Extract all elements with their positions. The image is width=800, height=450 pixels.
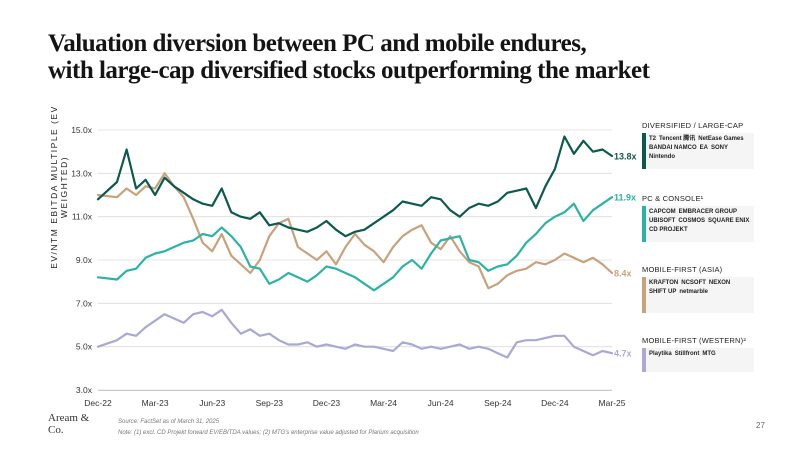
y-tick-label: 11.0x: [72, 212, 93, 222]
logo-box-diversified: T2 Tencent 腾讯 NetEase Games BANDAI NAMCO…: [642, 133, 754, 169]
logo-nexon: NEXON: [708, 280, 731, 286]
x-tick-label: Sep-23: [256, 398, 284, 408]
logo-shift-up: SHIFT UP: [649, 289, 677, 295]
x-tick-label: Dec-23: [313, 398, 341, 408]
series-end-label: 11.9x: [614, 193, 636, 203]
x-tick-label: Dec-22: [84, 398, 112, 408]
source-note: Source: FactSet as of March 31, 2025: [118, 419, 220, 425]
legend-group-title: MOBILE-FIRST (ASIA): [642, 265, 723, 274]
title-line-2: with large-cap diversified stocks outper…: [48, 57, 650, 84]
logo-square-enix: SQUARE ENIX: [708, 218, 750, 224]
series-line: [96, 308, 614, 359]
logo-ncsoft: NCSOFT: [681, 280, 706, 286]
company-logo-line-2: Co.: [48, 424, 64, 436]
y-tick-label: 13.0x: [71, 168, 93, 178]
logo-krafton: KRAFTON: [649, 280, 679, 286]
series-end-label: 8.4x: [614, 269, 632, 279]
logo-box-mobile-western: Playtika Stillfront MTG: [642, 348, 754, 372]
logo-box-pc-console: CAPCOM EMBRACER GROUP UBISOFT COSMOS SQU…: [642, 206, 754, 242]
x-tick-label: Jun-24: [428, 398, 454, 408]
logo-bandai-namco: BANDAI NAMCO: [649, 145, 697, 151]
legend-group-pc-console: PC & CONSOLE¹ CAPCOM EMBRACER GROUP UBIS…: [642, 194, 754, 242]
logo-nintendo: Nintendo: [649, 154, 675, 160]
legend-group-mobile-western: MOBILE-FIRST (WESTERN)² Playtika Stillfr…: [642, 336, 754, 372]
y-tick-label: 3.0x: [76, 385, 93, 395]
x-tick-label: Sep-24: [484, 398, 512, 408]
series-line: [96, 172, 614, 290]
y-tick-label: 7.0x: [76, 298, 93, 308]
legend-group-mobile-asia: MOBILE-FIRST (ASIA) KRAFTON NCSOFT NEXON…: [642, 265, 754, 313]
company-logo: Aream & Co.: [48, 412, 89, 436]
series-end-label: 13.8x: [614, 152, 637, 162]
page-number: 27: [756, 421, 765, 430]
logo-cosmos: COSMOS: [678, 218, 706, 224]
series-line: [96, 135, 614, 238]
logo-netease: NetEase Games: [698, 136, 744, 142]
x-tick-label: Jun-23: [199, 398, 225, 408]
logo-mtg: MTG: [702, 351, 716, 357]
series-line: [96, 196, 614, 292]
footnote: Note: (1) excl. CD Projekt forward EV/EB…: [118, 430, 419, 436]
logo-tencent: Tencent 腾讯: [659, 136, 696, 142]
legend-group-title: MOBILE-FIRST (WESTERN)²: [642, 336, 747, 345]
company-logo-line-1: Aream &: [48, 412, 90, 424]
logo-capcom: CAPCOM: [649, 209, 676, 215]
logo-box-mobile-asia: KRAFTON NCSOFT NEXON SHIFT UP netmarble: [642, 277, 754, 313]
y-tick-label: 5.0x: [76, 342, 93, 352]
x-tick-label: Mar-24: [370, 398, 397, 408]
logo-embracer: EMBRACER GROUP: [678, 209, 738, 215]
legend-group-title: DIVERSIFIED / LARGE-CAP: [642, 121, 744, 130]
legend-group-title: PC & CONSOLE¹: [642, 194, 704, 203]
legend-group-diversified: DIVERSIFIED / LARGE-CAP T2 Tencent 腾讯 Ne…: [642, 121, 754, 169]
logo-cd-projekt: CD PROJEKT: [649, 227, 688, 233]
logo-t2: T2: [649, 136, 657, 142]
series-end-label: 4.7x: [614, 349, 632, 359]
y-tick-label: 9.0x: [76, 255, 93, 265]
x-tick-label: Mar-25: [599, 398, 626, 408]
logo-stillfront: Stillfront: [674, 351, 700, 357]
page-title: Valuation diversion between PC and mobil…: [48, 30, 748, 84]
logo-ubisoft: UBISOFT: [649, 218, 676, 224]
logo-ea: EA: [699, 145, 709, 151]
y-tick-label: 15.0x: [71, 125, 93, 135]
x-tick-label: Mar-23: [142, 398, 169, 408]
logo-netmarble: netmarble: [679, 289, 709, 295]
logo-sony: SONY: [711, 145, 729, 151]
logo-playtika: Playtika: [649, 351, 672, 357]
title-line-1: Valuation diversion between PC and mobil…: [48, 30, 587, 57]
x-tick-label: Dec-24: [541, 398, 569, 408]
